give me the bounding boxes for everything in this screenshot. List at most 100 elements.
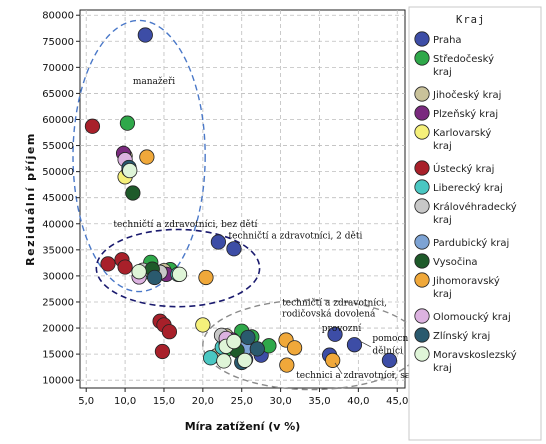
y-tick-label: 10000 — [42, 376, 74, 387]
x-tick-label: 35,0 — [308, 396, 330, 407]
legend-label: Jihomoravský kraj — [432, 275, 500, 300]
legend-swatch — [414, 105, 430, 121]
point-ústecký-kraj — [84, 118, 101, 134]
annotation: rodičovská dovolená — [282, 309, 376, 320]
legend-label: Ústecký kraj — [433, 162, 494, 175]
legend-label: Plzeňský kraj — [433, 108, 498, 120]
y-axis-label: Reziduální příjem — [24, 132, 37, 266]
point-ústecký-kraj — [117, 259, 133, 275]
y-tick-label: 20000 — [42, 324, 74, 335]
x-tick-label: 10,0 — [114, 396, 136, 407]
point-jihomoravský-kraj — [139, 149, 155, 165]
x-tick-label: 30,0 — [269, 396, 291, 407]
point-karlovarský-kraj — [195, 317, 211, 333]
x-tick-label: 15,0 — [153, 396, 175, 407]
annotation: manažeři — [133, 76, 175, 87]
y-tick-label: 75000 — [42, 37, 74, 48]
y-tick-label: 45000 — [42, 193, 74, 204]
legend-swatch — [414, 124, 430, 140]
y-tick-label: 80000 — [42, 11, 74, 22]
y-tick-label: 30000 — [42, 271, 74, 282]
legend-items: Praha Středočeský kraj Jihočeský kraj Plzeňs… — [414, 31, 517, 374]
y-tick-label: 60000 — [42, 115, 74, 126]
annotation: techničtí a zdravotníci, — [282, 298, 387, 309]
y-tick-label: 70000 — [42, 63, 74, 74]
annotation: pomocní — [372, 333, 411, 344]
point-liberecký-kraj — [203, 350, 219, 366]
point-praha — [226, 241, 242, 257]
point-praha — [346, 337, 363, 353]
y-tick-label: 25000 — [42, 297, 74, 308]
legend-swatch — [414, 327, 430, 343]
y-tick-label: 65000 — [42, 89, 74, 100]
legend-label: Liberecký kraj — [433, 182, 503, 194]
legend-label: Středočeský kraj — [433, 53, 494, 78]
point-jihomoravský-kraj — [286, 340, 303, 356]
axes: 5,0 10,0 15,0 20,0 25,0 30,0 35,0 40,0 45,0 10000… — [42, 11, 408, 407]
y-tick-label: 55000 — [42, 141, 74, 152]
point-moravskoslezský-kraj — [171, 266, 188, 282]
legend-label: Karlovarský kraj — [433, 127, 491, 152]
point-jihomoravský-kraj — [325, 352, 341, 368]
legend-swatch — [414, 234, 430, 250]
point-moravskoslezský-kraj — [226, 333, 242, 350]
cluster-ellipse-technical-mid — [95, 228, 261, 308]
x-tick-label: 25,0 — [231, 396, 253, 407]
legend-label: Pardubický kraj — [433, 237, 509, 249]
legend-swatch — [414, 253, 430, 269]
x-tick-label: 5,0 — [78, 396, 94, 407]
point-moravskoslezský-kraj — [122, 162, 138, 179]
point-praha — [327, 326, 343, 342]
legend-swatch — [414, 308, 430, 324]
point-jihomoravský-kraj — [198, 269, 214, 286]
legend-label: Praha — [433, 35, 462, 46]
x-tick-label: 45,0 — [386, 396, 408, 407]
point-moravskoslezský-kraj — [237, 352, 253, 368]
point-praha — [381, 352, 398, 368]
legend-label: Zlínský kraj — [433, 330, 490, 342]
point-středočeský-kraj — [119, 115, 136, 131]
point-praha — [210, 234, 226, 250]
legend-title: Kraj — [456, 14, 485, 26]
legend-frame — [408, 6, 542, 441]
leader-line — [334, 362, 343, 375]
point-jihomoravský-kraj — [279, 357, 295, 373]
cluster-ellipse-managers — [72, 19, 206, 293]
legend-swatch — [414, 198, 430, 214]
data-points — [84, 27, 398, 373]
legend-label: Vysočina — [433, 256, 478, 268]
annotation: techničtí a zdravotníci, 2 děti — [229, 230, 363, 241]
leader-line — [360, 341, 371, 348]
annotation: dělníci — [372, 346, 403, 357]
y-tick-label: 40000 — [42, 219, 74, 230]
x-axis-label: Míra zatížení (v %) — [185, 420, 301, 433]
legend-swatch — [414, 272, 430, 288]
legend-label: Královéhradecký kraj — [433, 201, 517, 226]
point-zlínský-kraj — [147, 269, 163, 286]
legend-label: Moravskoslezský kraj — [433, 349, 517, 374]
x-tick-label: 20,0 — [192, 396, 214, 407]
legend-swatch — [414, 346, 430, 362]
y-tick-label: 35000 — [42, 245, 74, 256]
annotations: manažeři techničtí a zdravotníci, bez dět… — [113, 76, 451, 381]
legend-swatch — [414, 31, 430, 47]
legend-label: Olomoucký kraj — [433, 311, 511, 323]
annotation: techničtí a zdravotníci, bez dětí — [113, 219, 257, 230]
point-moravskoslezský-kraj — [216, 353, 232, 369]
point-zlínský-kraj — [249, 341, 265, 357]
annotation: technici a zdravotníci, samoživitel — [296, 370, 452, 381]
y-tick-label: 50000 — [42, 167, 74, 178]
legend-swatch — [414, 179, 430, 195]
point-vysočina — [125, 185, 141, 201]
y-tick-label: 15000 — [42, 350, 74, 361]
legend-swatch — [414, 86, 430, 102]
point-ústecký-kraj — [154, 343, 171, 360]
point-ústecký-kraj — [100, 256, 116, 272]
x-tick-label: 40,0 — [347, 396, 369, 407]
legend-label: Jihočeský kraj — [432, 89, 501, 101]
legend-swatch — [414, 160, 430, 176]
legend-swatch — [414, 50, 430, 66]
point-ústecký-kraj — [161, 324, 178, 340]
